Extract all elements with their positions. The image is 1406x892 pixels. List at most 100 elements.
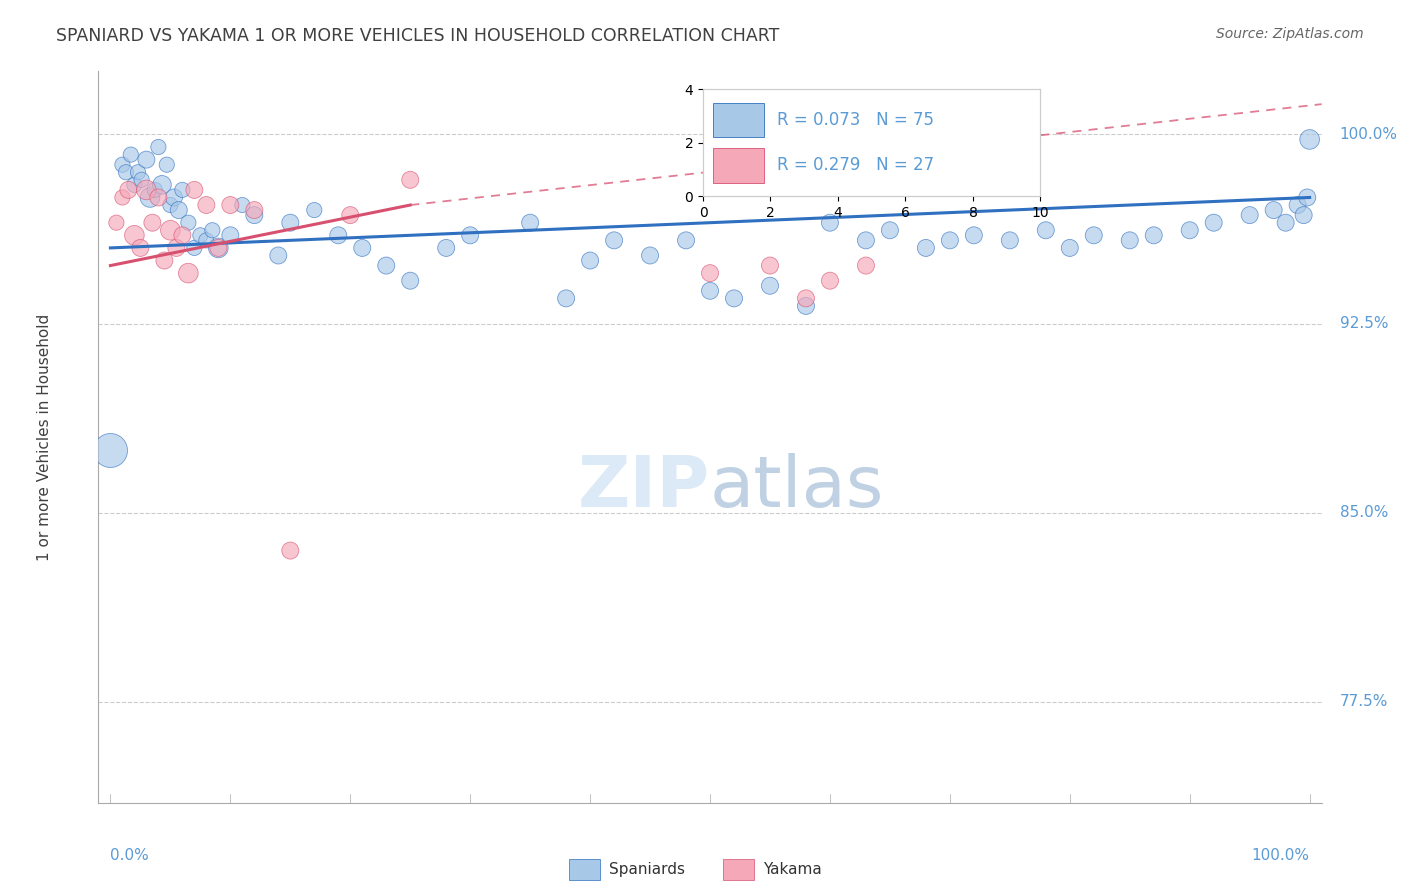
Point	[1143, 228, 1166, 243]
Point	[201, 223, 224, 237]
Point	[723, 291, 745, 305]
Text: ZIP: ZIP	[578, 453, 710, 522]
Text: 0.0%: 0.0%	[111, 848, 149, 863]
Point	[111, 158, 134, 172]
Point	[139, 190, 162, 204]
Point	[1083, 228, 1105, 243]
Point	[1298, 132, 1320, 146]
Point	[603, 233, 626, 247]
Point	[1239, 208, 1261, 222]
Point	[1274, 216, 1296, 230]
Point	[1202, 216, 1225, 230]
Point	[304, 203, 326, 218]
Text: Spaniards: Spaniards	[609, 862, 685, 877]
Point	[135, 153, 157, 167]
Text: R = 0.073   N = 75: R = 0.073 N = 75	[778, 111, 934, 129]
Text: 85.0%: 85.0%	[1340, 505, 1388, 520]
Point	[939, 233, 962, 247]
Point	[1059, 241, 1081, 255]
Point	[172, 228, 194, 243]
Point	[519, 216, 541, 230]
Point	[1035, 223, 1057, 237]
Point	[278, 216, 301, 230]
Point	[177, 216, 200, 230]
Text: Yakama: Yakama	[763, 862, 823, 877]
Point	[963, 228, 986, 243]
Bar	[723, 860, 754, 880]
Point	[120, 147, 142, 161]
Point	[117, 183, 139, 197]
Point	[195, 233, 218, 247]
Point	[111, 190, 134, 204]
Point	[150, 178, 173, 192]
Point	[172, 183, 194, 197]
Bar	[713, 148, 763, 183]
Point	[165, 241, 187, 255]
Point	[794, 291, 817, 305]
Point	[267, 248, 290, 262]
Text: R = 0.279   N = 27: R = 0.279 N = 27	[778, 156, 935, 175]
Point	[177, 266, 200, 280]
Point	[105, 216, 128, 230]
Point	[675, 233, 697, 247]
Point	[328, 228, 350, 243]
Point	[339, 208, 361, 222]
Point	[243, 203, 266, 218]
Text: 77.5%: 77.5%	[1340, 694, 1388, 709]
Point	[131, 173, 153, 187]
Point	[855, 233, 877, 247]
Point	[219, 198, 242, 212]
Point	[579, 253, 602, 268]
Point	[1292, 208, 1315, 222]
Point	[879, 223, 901, 237]
Point	[135, 183, 157, 197]
Point	[159, 198, 181, 212]
Text: atlas: atlas	[710, 453, 884, 522]
Point	[129, 241, 152, 255]
Point	[1263, 203, 1285, 218]
Point	[100, 442, 122, 457]
Point	[183, 241, 205, 255]
Point	[399, 173, 422, 187]
Point	[188, 228, 211, 243]
Point	[458, 228, 481, 243]
Text: 100.0%: 100.0%	[1251, 848, 1309, 863]
Point	[278, 543, 301, 558]
Point	[399, 274, 422, 288]
Point	[153, 253, 176, 268]
Point	[699, 284, 721, 298]
Point	[156, 158, 179, 172]
Bar	[568, 860, 599, 880]
Point	[434, 241, 457, 255]
Point	[207, 241, 229, 255]
Point	[148, 190, 170, 204]
Text: SPANIARD VS YAKAMA 1 OR MORE VEHICLES IN HOUSEHOLD CORRELATION CHART: SPANIARD VS YAKAMA 1 OR MORE VEHICLES IN…	[56, 27, 779, 45]
Point	[555, 291, 578, 305]
Point	[195, 198, 218, 212]
Point	[759, 278, 782, 293]
Text: 92.5%: 92.5%	[1340, 316, 1388, 331]
Point	[818, 274, 841, 288]
Point	[699, 266, 721, 280]
Point	[143, 183, 166, 197]
Point	[915, 241, 938, 255]
Point	[998, 233, 1021, 247]
Point	[794, 299, 817, 313]
Point	[124, 178, 146, 192]
Point	[855, 259, 877, 273]
Point	[219, 228, 242, 243]
Point	[375, 259, 398, 273]
Point	[141, 216, 163, 230]
Point	[1296, 190, 1319, 204]
Point	[759, 259, 782, 273]
Point	[183, 183, 205, 197]
Point	[638, 248, 661, 262]
Point	[352, 241, 374, 255]
Point	[243, 208, 266, 222]
Text: Source: ZipAtlas.com: Source: ZipAtlas.com	[1216, 27, 1364, 41]
Point	[127, 165, 149, 179]
Point	[818, 216, 841, 230]
Point	[159, 223, 181, 237]
Point	[1286, 198, 1309, 212]
Point	[167, 203, 190, 218]
